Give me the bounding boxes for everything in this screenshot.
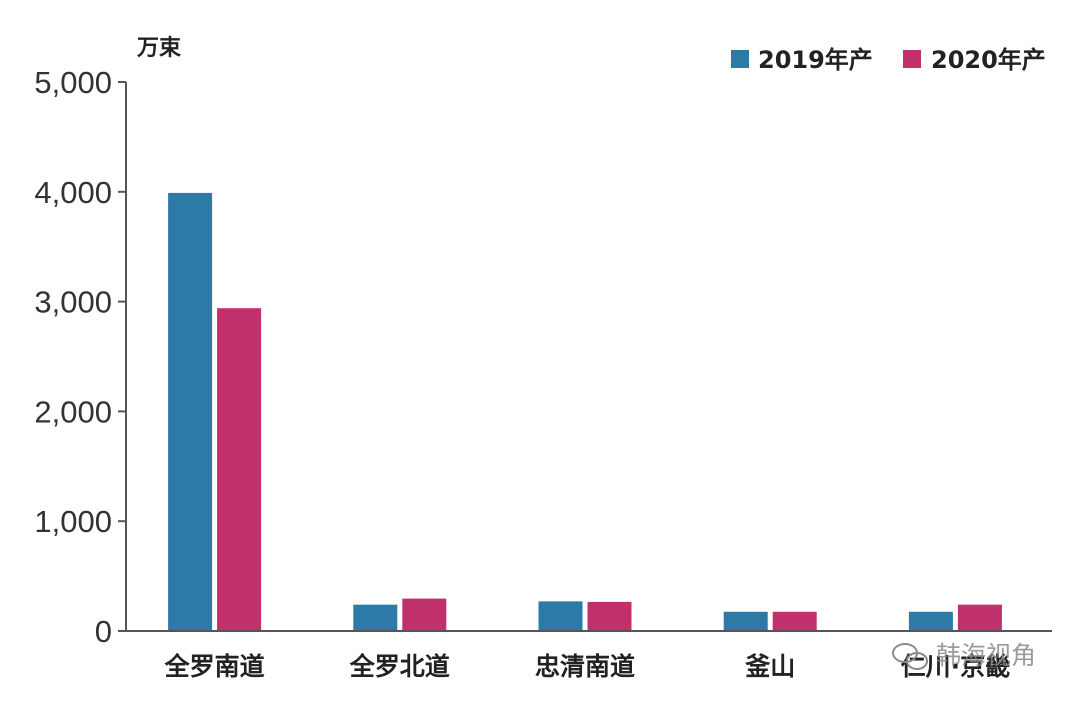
- legend-label-2019: 2019年产: [758, 46, 873, 74]
- bar-2019: [168, 192, 213, 631]
- watermark-text: 韩海视角: [936, 641, 1036, 670]
- y-tick-label: 1,000: [34, 504, 112, 539]
- y-tick-label: 4,000: [34, 175, 112, 210]
- y-tick-label: 5,000: [34, 65, 112, 100]
- legend: 2019年产 2020年产: [731, 46, 1046, 74]
- y-tick-label: 0: [95, 614, 112, 649]
- wechat-icon: [892, 643, 928, 670]
- category-label: 仁川·京畿: [901, 652, 1011, 681]
- bar-2019: [908, 611, 953, 631]
- category-label: 全罗南道: [164, 652, 265, 681]
- legend-swatch-2020: [903, 50, 921, 68]
- watermark: 韩海视角: [892, 641, 1036, 670]
- legend-label-2020: 2020年产: [931, 46, 1046, 74]
- bar-2020: [587, 601, 632, 631]
- bar-2019: [723, 611, 768, 631]
- bar-2019: [538, 601, 583, 631]
- y-tick-labels: 0 1,000 2,000 3,000 4,000 5,000: [34, 65, 126, 649]
- x-category-labels: 全罗南道 全罗北道 忠清南道 釜山 仁川·京畿: [164, 652, 1011, 681]
- y-axis-unit-label: 万束: [136, 35, 182, 61]
- axes-layer: [125, 82, 1052, 632]
- bar-2020: [772, 611, 817, 631]
- bar-2019: [353, 604, 398, 631]
- category-label: 釜山: [744, 652, 795, 681]
- bar-2020: [957, 604, 1002, 631]
- bars-layer: [168, 192, 1002, 631]
- bar-2020: [217, 308, 262, 631]
- y-tick-label: 3,000: [34, 285, 112, 320]
- bar-2020: [402, 598, 447, 631]
- legend-swatch-2019: [731, 50, 749, 68]
- y-tick-label: 2,000: [34, 394, 112, 429]
- category-label: 全罗北道: [349, 652, 450, 681]
- category-label: 忠清南道: [535, 652, 635, 681]
